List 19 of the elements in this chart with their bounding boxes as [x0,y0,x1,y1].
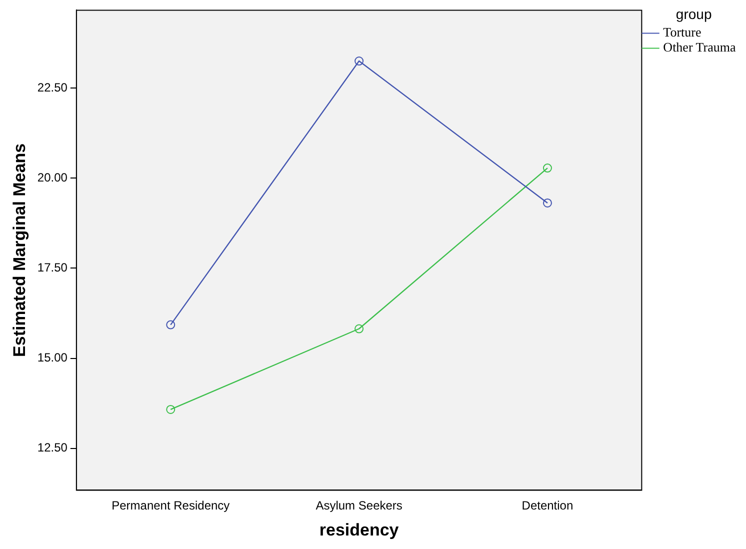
legend-label: Other Trauma [663,40,736,55]
y-tick-label: 15.00 [37,350,68,365]
legend-label: Torture [663,24,702,40]
y-axis-title: Estimated Marginal Means [10,143,29,357]
point [354,324,364,334]
point [354,56,364,66]
y-tick-label: 12.50 [37,440,68,455]
x-tick-label: Detention [522,498,574,513]
y-tick-label: 17.50 [37,260,68,275]
point [542,198,552,208]
x-axis-title: residency [319,520,400,540]
legend-title: group [676,6,712,22]
y-tick-label: 22.50 [37,80,68,94]
x-tick-label: Asylum Seekers [316,498,402,513]
point [166,320,176,330]
x-tick-label: Permanent Residency [112,498,230,513]
y-tick-label: 20.00 [37,170,68,184]
point [542,164,552,173]
point [166,404,176,414]
